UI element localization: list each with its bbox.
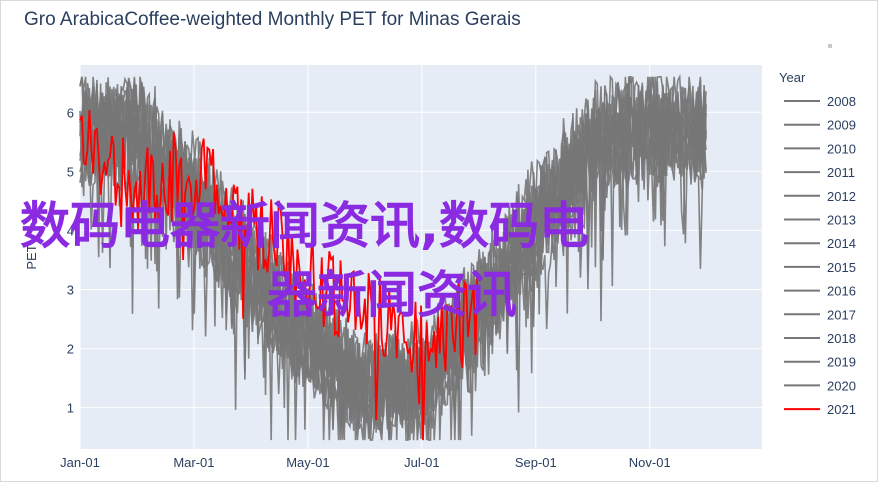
- legend-item-2019[interactable]: 2019: [827, 355, 856, 370]
- x-tick-label: Jan-01: [60, 455, 100, 470]
- series-line-2018: [79, 90, 707, 441]
- legend-item-2018[interactable]: 2018: [827, 331, 856, 346]
- legend-item-2010[interactable]: 2010: [827, 141, 856, 156]
- legend-item-2020[interactable]: 2020: [827, 378, 856, 393]
- x-tick-label: Jul-01: [404, 455, 439, 470]
- series-line-2021: [79, 109, 480, 441]
- y-axis-title: PET: [24, 244, 39, 269]
- y-tick-label: 3: [67, 282, 74, 297]
- y-tick-label: 6: [67, 105, 74, 120]
- legend-item-2009[interactable]: 2009: [827, 118, 856, 133]
- legend-item-2016[interactable]: 2016: [827, 284, 856, 299]
- watermark-line-1: 数码电器新闻资讯,数码电: [20, 197, 589, 255]
- y-tick-label: 1: [67, 401, 74, 416]
- modebar[interactable]: [828, 44, 832, 48]
- legend-item-2014[interactable]: 2014: [827, 236, 856, 251]
- series-line-2020: [79, 88, 707, 441]
- watermark-line-2: 器新闻资讯: [267, 266, 517, 324]
- chart-title: Gro ArabicaCoffee-weighted Monthly PET f…: [24, 9, 521, 30]
- legend-item-2012[interactable]: 2012: [827, 189, 856, 204]
- legend-title: Year: [779, 70, 806, 85]
- legend-item-2013[interactable]: 2013: [827, 213, 856, 228]
- x-axis: Jan-01 Mar-01 May-01 Jul-01 Sep-01 Nov-01: [60, 455, 671, 470]
- series-lines: [79, 73, 707, 441]
- legend-item-2011[interactable]: 2011: [827, 165, 855, 180]
- y-tick-label: 4: [67, 223, 74, 238]
- x-tick-label: Sep-01: [515, 455, 557, 470]
- y-tick-label: 2: [67, 342, 74, 357]
- legend-item-2021[interactable]: 2021: [827, 402, 856, 417]
- y-tick-label: 5: [67, 164, 74, 179]
- x-tick-label: Nov-01: [629, 455, 671, 470]
- legend-item-2017[interactable]: 2017: [827, 307, 856, 322]
- legend-item-2015[interactable]: 2015: [827, 260, 856, 275]
- legend-item-2008[interactable]: 2008: [827, 94, 856, 109]
- x-tick-label: Mar-01: [173, 455, 214, 470]
- legend: Year 2008 2009 2010 2011 2012 2013 2014 2015 2016…: [779, 70, 856, 417]
- y-axis: 1 2 3 4 5 6: [67, 105, 74, 415]
- x-tick-label: May-01: [286, 455, 329, 470]
